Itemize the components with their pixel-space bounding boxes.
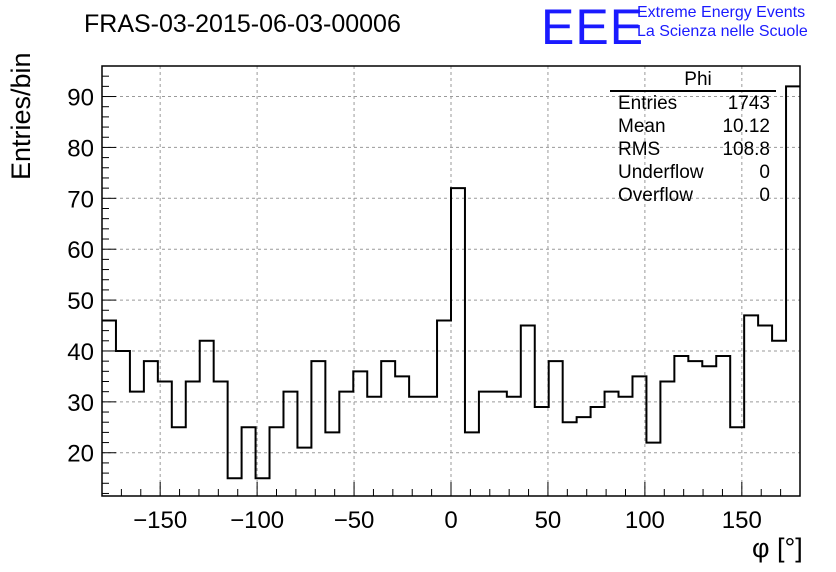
x-tick-label: 0 <box>444 507 457 534</box>
histogram-bin <box>493 392 507 496</box>
stats-label: Entries <box>618 93 678 114</box>
y-tick-label: 40 <box>67 339 94 366</box>
stats-label: RMS <box>618 139 661 160</box>
histogram-bin <box>367 397 381 496</box>
histogram-bin <box>716 356 730 496</box>
y-axis-label: Entries/bin <box>6 52 36 180</box>
chart-title: FRAS-03-2015-06-03-00006 <box>84 10 401 38</box>
histogram-bin <box>479 392 493 496</box>
histogram-bin <box>451 188 465 496</box>
histogram-bin <box>521 326 535 496</box>
eee-logo: EEE <box>541 0 645 55</box>
histogram-bin <box>381 361 395 496</box>
x-axis-label: φ [°] <box>752 533 803 563</box>
x-tick-label: 100 <box>625 507 665 534</box>
stats-value: 0 <box>759 162 770 183</box>
histogram-bin <box>437 320 451 496</box>
histogram-bin <box>744 315 758 496</box>
x-tick-label: −150 <box>133 507 187 534</box>
stats-value: 10.12 <box>722 116 770 137</box>
y-tick-label: 80 <box>67 135 94 162</box>
stats-box: Phi Entries 1743 Mean 10.12 RMS 108.8 Un… <box>610 70 776 207</box>
stats-label: Underflow <box>618 162 704 183</box>
histogram-bin <box>242 427 256 496</box>
stats-label: Mean <box>618 116 666 137</box>
histogram-bin <box>172 427 186 496</box>
histogram-bin <box>311 361 325 496</box>
histogram-bin <box>200 341 214 496</box>
histogram-bin <box>646 443 660 496</box>
histogram-bin <box>158 382 172 496</box>
logo-caption: Extreme Energy Events La Scienza nelle S… <box>637 3 808 41</box>
histogram-bin <box>591 407 605 496</box>
histogram-bin <box>423 397 437 496</box>
stats-row-overflow: Overflow 0 <box>610 184 776 207</box>
histogram-series <box>102 85 800 496</box>
logo-caption-line1: Extreme Energy Events <box>637 4 806 21</box>
x-tick-label: −50 <box>334 507 375 534</box>
stats-title: Phi <box>610 70 776 92</box>
histogram-bin <box>339 392 353 496</box>
histogram-bin <box>325 432 339 496</box>
stats-row-entries: Entries 1743 <box>610 92 776 115</box>
x-tick-label: 50 <box>535 507 562 534</box>
histogram-bin <box>186 382 200 496</box>
histogram-bin <box>297 448 311 496</box>
x-tick-label: 150 <box>722 507 762 534</box>
histogram-outline <box>102 85 800 480</box>
stats-row-rms: RMS 108.8 <box>610 138 776 161</box>
histogram-bin <box>535 407 549 496</box>
histogram-bin <box>688 361 702 496</box>
x-tick-label: −100 <box>230 507 284 534</box>
histogram-bin <box>228 478 242 496</box>
axes <box>101 65 801 497</box>
histogram-bin <box>577 417 591 496</box>
histogram-bin <box>353 371 367 496</box>
histogram-bin <box>674 356 688 496</box>
y-tick-label: 90 <box>67 85 94 112</box>
histogram-bin <box>786 86 800 496</box>
stats-value: 1743 <box>727 93 770 114</box>
histogram-bin <box>632 376 646 496</box>
histogram-bin <box>116 351 130 496</box>
y-tick-label: 20 <box>67 441 94 468</box>
histogram-bin <box>549 361 563 496</box>
histogram-bin <box>283 392 297 496</box>
histogram-bin <box>144 361 158 496</box>
stats-row-underflow: Underflow 0 <box>610 161 776 184</box>
histogram-bin <box>214 382 228 496</box>
histogram-bin <box>507 397 521 496</box>
histogram-bin <box>660 382 674 496</box>
histogram-bin <box>619 397 633 496</box>
histogram-bin <box>256 478 270 496</box>
histogram-bin <box>758 326 772 496</box>
stats-value: 0 <box>759 185 770 206</box>
histogram-bin <box>102 320 116 496</box>
stats-value: 108.8 <box>722 139 770 160</box>
stats-label: Overflow <box>618 185 693 206</box>
histogram-bin <box>130 392 144 496</box>
logo-caption-line2: La Scienza nelle Scuole <box>637 23 808 40</box>
y-tick-label: 70 <box>67 186 94 213</box>
y-tick-label: 50 <box>67 288 94 315</box>
histogram-bin <box>605 392 619 496</box>
histogram-bin <box>270 427 284 496</box>
stats-row-mean: Mean 10.12 <box>610 115 776 138</box>
y-tick-label: 30 <box>67 390 94 417</box>
histogram-bin <box>702 366 716 496</box>
histogram-bin <box>465 432 479 496</box>
y-tick-label: 60 <box>67 237 94 264</box>
tick-labels: −150 −100 −50 0 50 100 150 20 30 40 50 60 70 80 90 <box>67 85 762 534</box>
histogram-bin <box>772 341 786 496</box>
histogram-bin <box>563 422 577 496</box>
histogram-bin <box>395 376 409 496</box>
histogram-bin <box>409 397 423 496</box>
